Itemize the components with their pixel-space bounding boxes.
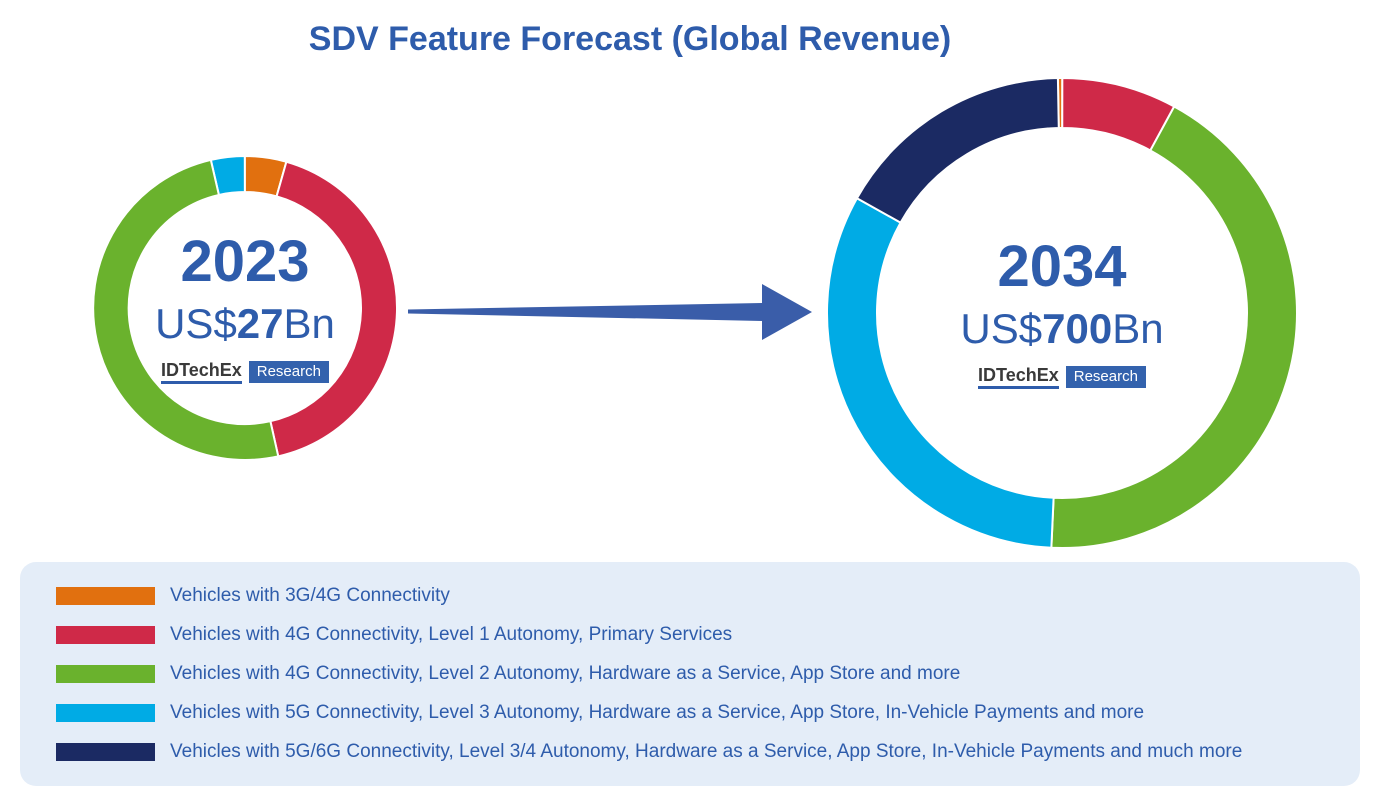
currency-prefix: US$ — [155, 299, 237, 347]
legend-label: Vehicles with 4G Connectivity, Level 2 A… — [170, 663, 961, 684]
year-label-2023: 2023 — [180, 228, 310, 294]
unit-suffix: Bn — [283, 299, 335, 347]
donut-chart-2023: 2023 US$27Bn IDTechEx Research — [90, 153, 400, 463]
revenue-number: 700 — [1042, 304, 1113, 352]
idtechex-research-badge: Research — [248, 361, 329, 383]
donut-slice-navy — [855, 77, 1060, 224]
legend-swatch-crimson — [56, 626, 155, 644]
donut-slice-crimson — [269, 160, 398, 458]
donut-ring-2034 — [826, 76, 1298, 549]
legend-item-cyan: Vehicles with 5G Connectivity, Level 3 A… — [20, 702, 1360, 724]
chart-title: SDV Feature Forecast (Global Revenue) — [308, 20, 952, 58]
legend-label: Vehicles with 5G/6G Connectivity, Level … — [170, 741, 1243, 762]
idtechex-wordmark: IDTechEx — [161, 361, 242, 384]
year-label-2034: 2034 — [997, 233, 1127, 299]
idtechex-logo: IDTechEx Research — [978, 366, 1146, 389]
legend-label: Vehicles with 5G Connectivity, Level 3 A… — [170, 702, 1145, 723]
legend-item-navy: Vehicles with 5G/6G Connectivity, Level … — [20, 741, 1360, 763]
donut-center-2034: 2034 US$700Bn IDTechEx Research — [825, 76, 1299, 550]
idtechex-wordmark: IDTechEx — [978, 366, 1059, 389]
revenue-label-2034: US$700Bn — [960, 304, 1164, 352]
currency-prefix: US$ — [960, 304, 1043, 352]
legend-label: Vehicles with 3G/4G Connectivity — [170, 585, 450, 606]
donut-ring-2023 — [92, 154, 398, 461]
donut-center-2023: 2023 US$27Bn IDTechEx Research — [90, 153, 400, 463]
legend-swatch-cyan — [56, 704, 155, 722]
revenue-label-2023: US$27Bn — [155, 299, 335, 347]
legend-item-green: Vehicles with 4G Connectivity, Level 2 A… — [20, 663, 1360, 685]
revenue-number: 27 — [236, 299, 284, 347]
legend-swatch-navy — [56, 743, 155, 761]
donut-slice-green — [1050, 105, 1298, 549]
legend-label: Vehicles with 4G Connectivity, Level 1 A… — [170, 624, 733, 645]
unit-suffix: Bn — [1112, 304, 1164, 352]
legend: Vehicles with 3G/4G Connectivity Vehicles… — [20, 562, 1360, 786]
idtechex-research-badge: Research — [1065, 366, 1146, 388]
legend-swatch-green — [56, 665, 155, 683]
idtechex-logo: IDTechEx Research — [161, 361, 329, 384]
legend-swatch-orange — [56, 587, 155, 605]
donut-slice-green — [92, 158, 280, 461]
legend-item-crimson: Vehicles with 4G Connectivity, Level 1 A… — [20, 624, 1360, 646]
legend-item-orange: Vehicles with 3G/4G Connectivity — [20, 585, 1360, 607]
donut-chart-2034: 2034 US$700Bn IDTechEx Research — [825, 76, 1299, 550]
growth-arrow-icon — [408, 284, 812, 340]
